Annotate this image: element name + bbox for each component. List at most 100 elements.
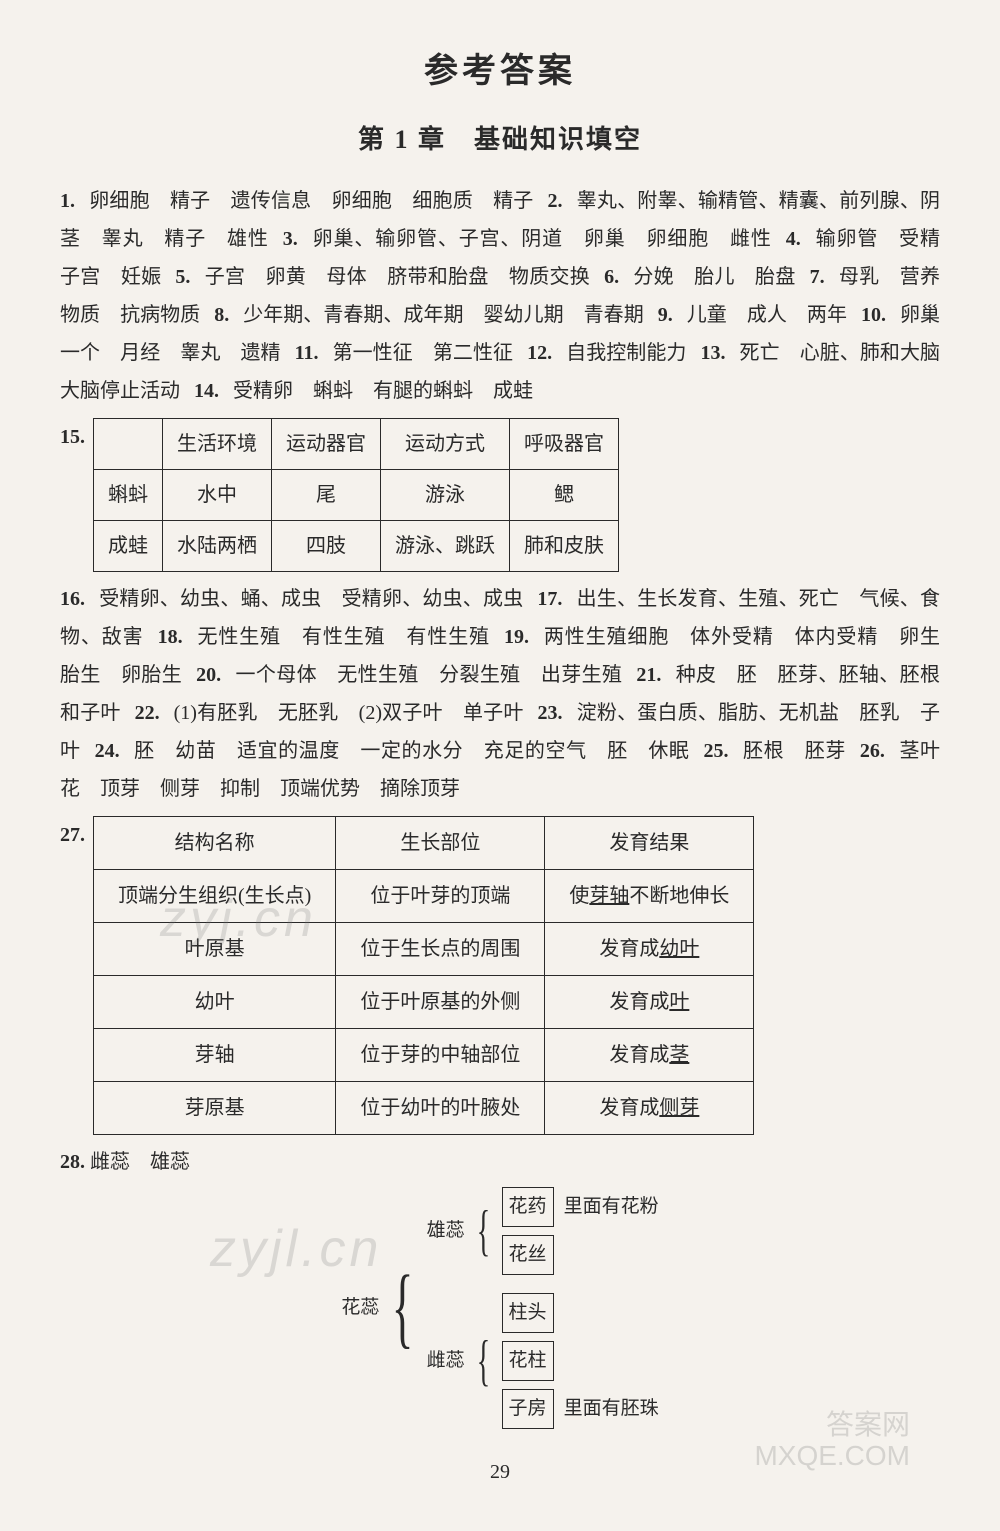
sub-title: 第 1 章 基础知识填空 (60, 115, 940, 164)
answer-number: 14. (194, 380, 219, 402)
answer-number: 16. (60, 588, 85, 610)
underlined-term: 叶 (669, 991, 689, 1013)
answer-number: 3. (283, 228, 298, 250)
brace-icon: { (476, 1209, 489, 1254)
answer-text: 受精卵、幼虫、蛹、成虫 受精卵、幼虫、成虫 (99, 588, 523, 610)
answer-text: 分娩 胎儿 胎盘 (633, 266, 796, 288)
table-row: 叶原基位于生长点的周围发育成幼叶 (94, 922, 754, 975)
underlined-term: 幼叶 (659, 938, 699, 960)
q28-number: 28. (60, 1151, 85, 1173)
table-cell: 发育成幼叶 (545, 922, 754, 975)
main-title: 参考答案 (60, 40, 940, 105)
table-cell: 顶端分生组织(生长点) (94, 869, 336, 922)
answer-number: 18. (158, 626, 183, 648)
q15-number: 15. (60, 418, 85, 456)
answer-number: 25. (703, 740, 728, 762)
brace-icon: { (476, 1339, 489, 1384)
q27-number: 27. (60, 816, 85, 854)
answer-text: 卵巢、输卵管、子宫、阴道 卵巢 卵细胞 雌性 (312, 228, 772, 250)
tree-upper: 雄蕊 { 花药里面有花粉花丝 (427, 1187, 659, 1275)
table-cell: 芽轴 (94, 1028, 336, 1081)
answer-text: 无性生殖 有性生殖 有性生殖 (197, 626, 490, 648)
answer-number: 13. (700, 342, 725, 364)
answer-number: 4. (786, 228, 801, 250)
tree-note: 里面有花粉 (564, 1189, 659, 1225)
table-cell: 尾 (272, 469, 381, 520)
answer-number: 17. (537, 588, 562, 610)
table-cell: 芽原基 (94, 1081, 336, 1134)
brace-icon: { (392, 1272, 414, 1344)
table-cell: 位于叶芽的顶端 (336, 869, 545, 922)
tree-note: 里面有胚珠 (564, 1391, 659, 1427)
table-cell: 位于生长点的周围 (336, 922, 545, 975)
answer-number: 21. (636, 664, 661, 686)
table-cell: 位于叶原基的外侧 (336, 975, 545, 1028)
answer-number: 6. (604, 266, 619, 288)
table-cell: 位于幼叶的叶腋处 (336, 1081, 545, 1134)
tree-lower: 雌蕊 { 柱头花柱子房里面有胚珠 (427, 1293, 659, 1429)
answer-number: 10. (861, 304, 886, 326)
answer-number: 1. (60, 190, 75, 212)
answer-text: 胚 幼苗 适宜的温度 一定的水分 充足的空气 胚 休眠 (134, 740, 690, 762)
answer-number: 8. (214, 304, 229, 326)
answer-text: 儿童 成人 两年 (687, 304, 847, 326)
table-cell: 水陆两栖 (163, 520, 272, 571)
table-cell: 四肢 (272, 520, 381, 571)
table-cell: 使芽轴不断地伸长 (545, 869, 754, 922)
table-cell: 叶原基 (94, 922, 336, 975)
table-cell: 肺和皮肤 (510, 520, 619, 571)
table-cell: 发育成茎 (545, 1028, 754, 1081)
tree-item: 花药里面有花粉 (502, 1187, 659, 1227)
page-number: 29 (60, 1453, 940, 1491)
table-cell: 水中 (163, 469, 272, 520)
answer-number: 22. (135, 702, 160, 724)
answer-block-2: 16.受精卵、幼虫、蛹、成虫 受精卵、幼虫、成虫17.出生、生长发育、生殖、死亡… (60, 580, 940, 808)
answer-number: 7. (810, 266, 825, 288)
q28-text: 雌蕊 雄蕊 (90, 1151, 190, 1173)
tree-item: 花柱 (502, 1341, 659, 1381)
table-header-cell: 运动器官 (272, 418, 381, 469)
table-header-cell: 生长部位 (336, 816, 545, 869)
tree-item: 柱头 (502, 1293, 659, 1333)
answer-number: 24. (95, 740, 120, 762)
answer-number: 9. (658, 304, 673, 326)
q15-row: 15. 生活环境运动器官运动方式呼吸器官蝌蚪水中尾游泳鳃成蛙水陆两栖四肢游泳、跳… (60, 418, 940, 572)
table-header-cell: 运动方式 (381, 418, 510, 469)
q27-row: 27. 结构名称生长部位发育结果顶端分生组织(生长点)位于叶芽的顶端使芽轴不断地… (60, 816, 940, 1135)
answer-text: (1)有胚乳 无胚乳 (2)双子叶 单子叶 (174, 702, 524, 724)
answer-text: 受精卵 蝌蚪 有腿的蝌蚪 成蛙 (233, 380, 533, 402)
tree-item: 子房里面有胚珠 (502, 1389, 659, 1429)
table-cell: 发育成侧芽 (545, 1081, 754, 1134)
answer-text: 少年期、青春期、成年期 婴幼儿期 青春期 (243, 304, 644, 326)
tree-box: 子房 (502, 1389, 554, 1429)
answer-number: 19. (504, 626, 529, 648)
answer-text: 第一性征 第二性征 (333, 342, 514, 364)
table-row: 蝌蚪水中尾游泳鳃 (94, 469, 619, 520)
tree-lower-label: 雌蕊 (427, 1343, 465, 1379)
answer-number: 12. (527, 342, 552, 364)
tree-box: 花药 (502, 1187, 554, 1227)
answer-number: 5. (175, 266, 190, 288)
table-cell: 位于芽的中轴部位 (336, 1028, 545, 1081)
table-row: 幼叶位于叶原基的外侧发育成叶 (94, 975, 754, 1028)
table-cell: 游泳、跳跃 (381, 520, 510, 571)
q28-row: 28. 雌蕊 雄蕊 (60, 1143, 940, 1181)
answer-text: 一个母体 无性生殖 分裂生殖 出芽生殖 (235, 664, 622, 686)
answer-number: 2. (548, 190, 563, 212)
answer-number: 26. (860, 740, 885, 762)
table-cell: 成蛙 (94, 520, 163, 571)
tree-root: 花蕊 (341, 1290, 379, 1326)
answer-text: 卵细胞 精子 遗传信息 卵细胞 细胞质 精子 (89, 190, 534, 212)
underlined-term: 茎 (669, 1044, 689, 1066)
answer-number: 20. (196, 664, 221, 686)
tree-diagram: 花蕊 { 雄蕊 { 花药里面有花粉花丝 雌蕊 { 柱头花柱子房里面有胚珠 (60, 1187, 940, 1429)
table-15: 生活环境运动器官运动方式呼吸器官蝌蚪水中尾游泳鳃成蛙水陆两栖四肢游泳、跳跃肺和皮… (93, 418, 619, 572)
table-header-cell: 发育结果 (545, 816, 754, 869)
answer-block-1: 1.卵细胞 精子 遗传信息 卵细胞 细胞质 精子2.睾丸、附睾、输精管、精囊、前… (60, 182, 940, 410)
table-header-cell: 生活环境 (163, 418, 272, 469)
underlined-term: 侧芽 (659, 1097, 699, 1119)
tree-box: 花丝 (502, 1235, 554, 1275)
table-header-cell: 结构名称 (94, 816, 336, 869)
answer-number: 11. (295, 342, 319, 364)
underlined-term: 芽轴 (589, 885, 629, 907)
